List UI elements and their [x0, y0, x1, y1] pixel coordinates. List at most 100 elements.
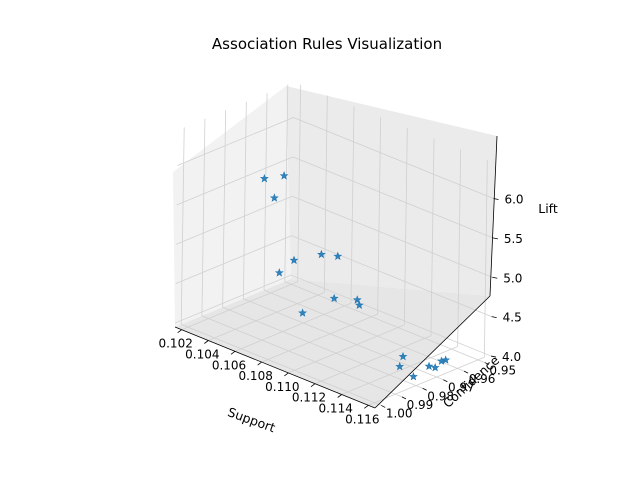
x-grid-floor [288, 324, 405, 374]
x-tick-label: 0.102 [158, 337, 192, 351]
y-tick-label: 0.99 [407, 398, 434, 412]
data-point [316, 249, 326, 259]
y-tick-label: 0.95 [489, 364, 516, 378]
z-tick-label: 5.5 [504, 232, 523, 246]
data-point [279, 171, 289, 180]
data-point [352, 295, 362, 304]
x-tick [337, 394, 342, 398]
y-grid-floor [181, 324, 382, 406]
data-point [333, 251, 343, 261]
data-point [259, 173, 269, 183]
y-grid-wall [201, 118, 206, 316]
y-tick [422, 387, 427, 391]
y-tick-label: 1.00 [386, 406, 413, 420]
data-point [409, 371, 418, 381]
y-tick [484, 362, 489, 365]
data-point [329, 293, 339, 303]
x-grid-wall [457, 149, 462, 347]
z-grid-right [290, 274, 492, 357]
data-point [289, 255, 299, 265]
x-tick-label: 0.110 [265, 380, 299, 394]
y-grid-wall [263, 93, 268, 291]
x-tick-label: 0.116 [345, 412, 379, 426]
x-grid-floor [341, 346, 458, 395]
data-point [430, 362, 440, 372]
z-grid-right [292, 156, 494, 239]
data-points [259, 171, 451, 381]
x-tick [257, 361, 262, 366]
x-grid-floor [234, 302, 352, 352]
x-grid-floor [368, 356, 485, 406]
y-grid-floor [243, 298, 444, 381]
data-point [437, 356, 446, 365]
z-grid-left [177, 117, 294, 166]
x-tick [177, 329, 182, 334]
lift-axis-line [489, 135, 498, 297]
z-axis-label: Lift [538, 201, 558, 216]
data-point [298, 308, 308, 317]
z-grid-right [292, 195, 493, 278]
x-grid-floor [314, 335, 432, 385]
z-tick [492, 237, 498, 240]
grid-lines [174, 84, 494, 406]
x-tick [364, 404, 369, 409]
z-grid-left [176, 156, 294, 206]
confidence-axis-line [374, 295, 491, 409]
y-tick-label: 0.98 [427, 389, 454, 403]
z-grid-left [175, 235, 292, 285]
z-grid-left [174, 274, 292, 324]
y-tick [401, 396, 407, 400]
y-grid-wall [222, 110, 227, 308]
x-tick-label: 0.108 [238, 369, 272, 383]
z-tick [490, 355, 497, 358]
y-tick [463, 370, 469, 374]
x-grid-wall [297, 84, 302, 282]
y-grid-floor [222, 306, 423, 389]
y-tick [443, 379, 448, 383]
data-point [395, 361, 405, 371]
data-point [441, 355, 451, 364]
x-grid-wall [430, 138, 435, 336]
pane-back-right [286, 86, 497, 296]
data-point [269, 193, 279, 202]
z-tick-label: 5.0 [503, 271, 522, 285]
z-tick-label: 4.5 [503, 311, 522, 325]
x-grid-floor [208, 292, 325, 341]
z-grid-right [293, 117, 494, 199]
data-point [354, 300, 364, 309]
data-point [398, 351, 408, 361]
tick-marks: 0.1020.1040.1060.1080.1100.1120.1140.116… [158, 192, 523, 426]
z-grid-left [176, 195, 293, 245]
z-tick-label: 6.0 [504, 192, 523, 206]
z-tick [492, 276, 498, 279]
x-axis-label: Support [226, 404, 278, 435]
chart-title: Association Rules Visualization [212, 35, 442, 53]
x-grid-floor [261, 313, 378, 363]
x-grid-wall [323, 95, 328, 293]
x-grid-floor [181, 281, 298, 331]
x-tick [284, 372, 289, 377]
y-tick-label: 0.97 [448, 381, 475, 395]
x-tick [230, 350, 236, 355]
x-tick-label: 0.104 [185, 348, 219, 362]
x-grid-wall [377, 117, 382, 315]
x-tick [204, 340, 209, 344]
y-grid-wall [180, 127, 185, 325]
y-tick [381, 405, 386, 408]
x-grid-wall [403, 127, 408, 325]
z-grid-right [291, 235, 492, 318]
x-grid-wall [350, 106, 355, 304]
x-tick-label: 0.112 [292, 391, 326, 405]
x-tick [310, 383, 316, 388]
y-grid-wall [242, 101, 247, 299]
x-tick-label: 0.106 [212, 358, 246, 372]
y-grid-wall [284, 84, 289, 282]
pane-floor [175, 279, 490, 408]
x-tick-label: 0.114 [318, 402, 352, 416]
y-grid-floor [263, 289, 465, 372]
z-tick [493, 198, 499, 200]
x-grid-wall [483, 160, 488, 358]
z-tick-label: 4.0 [502, 350, 521, 364]
